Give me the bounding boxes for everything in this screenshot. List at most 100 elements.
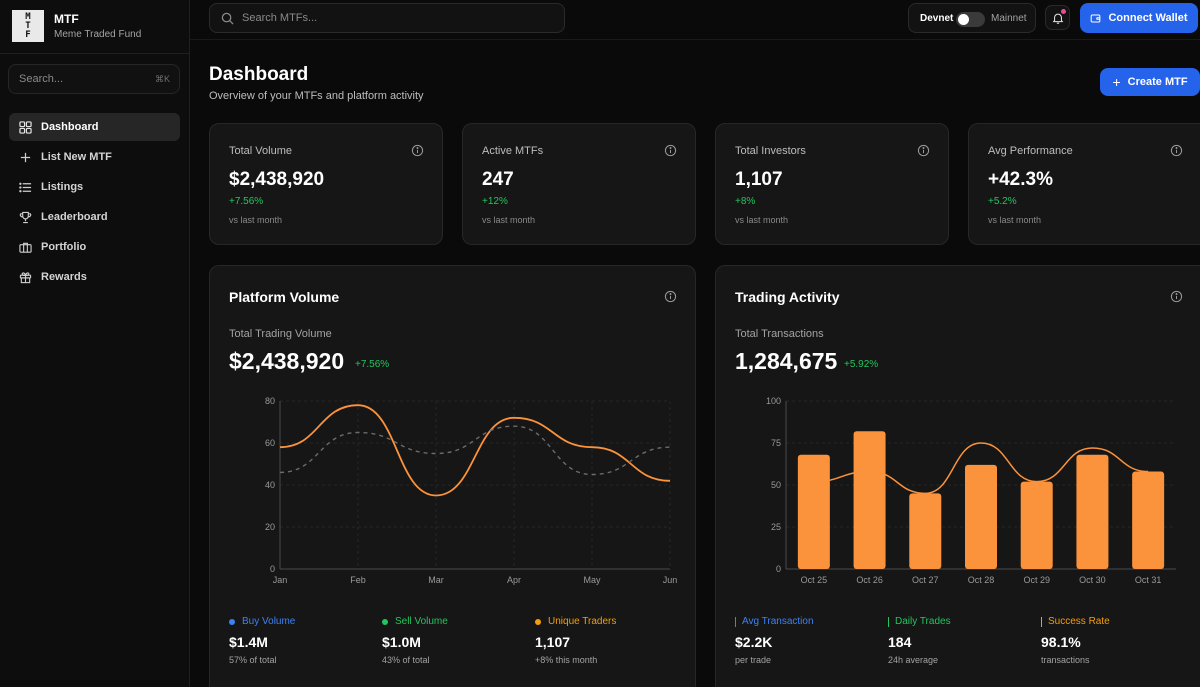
y-tick-label: 75 [771,438,781,448]
legend-note: transactions [1041,655,1090,665]
x-tick-label: Oct 31 [1135,575,1162,585]
bell-icon [1052,13,1064,24]
stat-label: Total Investors [735,145,806,157]
legend-value: 98.1% [1041,634,1081,650]
bar [965,464,997,569]
sidebar-item-leaderboard[interactable]: Leaderboard [9,203,180,231]
bar [853,431,886,569]
stat-label: Total Volume [229,145,292,157]
notifications-button[interactable] [1045,5,1070,30]
legend-marker [1041,616,1042,627]
legend-marker [735,616,736,627]
panel-big-change: +7.56% [355,359,390,370]
legend-sell-volume: Sell Volume $1.0M 43% of total [382,616,448,665]
sidebar-item-label: Rewards [41,271,87,283]
info-icon[interactable] [917,144,930,157]
sidebar-item-list-new-mtf[interactable]: List New MTF [9,143,180,171]
page-subtitle: Overview of your MTFs and platform activ… [209,90,424,102]
search-input[interactable]: Search MTFs... [209,3,565,33]
panel-big-value: 1,284,675 [735,348,838,374]
y-tick-label: 40 [265,480,275,490]
legend-dot [382,618,388,625]
stat-note: vs last month [735,215,789,225]
info-icon[interactable] [664,290,677,303]
legend-buy-volume: Buy Volume $1.4M 57% of total [229,616,295,665]
brand-logo: M T F [12,10,44,42]
sidebar-item-label: Dashboard [41,121,99,133]
brand-title: MTF [54,12,79,26]
y-tick-label: 20 [265,522,275,532]
brand-subtitle: Meme Traded Fund [54,29,142,40]
stat-value: 1,107 [735,169,783,190]
info-icon[interactable] [1170,144,1183,157]
sidebar-item-portfolio[interactable]: Portfolio [9,233,180,261]
stat-note: vs last month [482,215,536,225]
y-tick-label: 25 [771,522,781,532]
x-tick-label: Oct 25 [801,575,828,585]
y-tick-label: 80 [265,396,275,406]
series-line-volume [279,404,671,497]
x-tick-label: Oct 28 [968,575,995,585]
brand[interactable]: M T F MTF Meme Traded Fund [12,10,141,42]
search-placeholder: Search MTFs... [242,12,318,24]
plus-icon: + [1112,74,1121,90]
x-tick-label: Jan [273,575,288,585]
search-icon [221,12,234,25]
stat-card-total-investors: Total Investors 1,107 +8% vs last month [715,123,949,245]
legend-value: $2.2K [735,634,773,650]
series-line-trend [813,442,1149,495]
x-tick-label: Apr [507,575,521,585]
sidebar-divider [0,53,189,54]
network-switch[interactable]: Devnet Mainnet [908,3,1036,33]
stat-change: +5.2% [988,196,1017,207]
y-tick-label: 0 [776,564,781,574]
network-toggle[interactable] [956,12,985,27]
sidebar-item-listings[interactable]: Listings [9,173,180,201]
bar [1020,481,1053,569]
sidebar-nav: Dashboard List New MTF Listings Leaderbo… [9,113,180,293]
panel-sub-label: Total Trading Volume [229,328,332,340]
platform-volume-chart: 0 20 40 60 80 Jan Feb Mar Apr May Jun [265,396,677,585]
sidebar-item-dashboard[interactable]: Dashboard [9,113,180,141]
sidebar-item-label: Listings [41,181,84,193]
y-tick-label: 100 [766,396,781,406]
legend-note: +8% this month [535,655,598,665]
legend-avg-transaction: Avg Transaction $2.2K per trade [735,616,814,665]
sidebar: M T F MTF Meme Traded Fund Search... ⌘K … [0,0,190,687]
bar [1076,454,1109,569]
panel-title: Trading Activity [735,289,840,305]
legend-marker [888,616,889,627]
info-icon[interactable] [664,144,677,157]
toggle-knob [958,14,969,25]
stat-change: +8% [735,196,756,207]
legend-label: Avg Transaction [742,616,814,627]
connect-wallet-label: Connect Wallet [1108,12,1188,24]
legend-value: $1.0M [382,634,421,650]
y-tick-label: 60 [265,438,275,448]
x-tick-label: Oct 27 [912,575,939,585]
series-line-dashed [279,425,671,476]
network-mainnet-label: Mainnet [991,13,1027,24]
create-mtf-button[interactable]: + Create MTF [1100,68,1200,96]
legend-note: per trade [735,655,772,665]
panel-big-change: +5.92% [844,359,879,370]
legend-unique-traders: Unique Traders 1,107 +8% this month [535,616,616,665]
sidebar-item-rewards[interactable]: Rewards [9,263,180,291]
connect-wallet-button[interactable]: Connect Wallet [1080,3,1198,33]
gift-icon [18,270,32,284]
sidebar-item-label: List New MTF [41,151,112,163]
stat-value: $2,438,920 [229,169,325,190]
legend-note: 57% of total [229,655,277,665]
trading-activity-panel: Trading Activity Total Transactions 1,28… [715,265,1200,687]
briefcase-icon [18,240,32,254]
info-icon[interactable] [1170,290,1183,303]
page-title: Dashboard [209,64,309,85]
info-icon[interactable] [411,144,424,157]
notification-dot [1061,9,1066,14]
sidebar-search-input[interactable]: Search... ⌘K [8,64,180,94]
sidebar-item-label: Portfolio [41,241,87,253]
panel-title: Platform Volume [229,289,340,305]
legend-label: Buy Volume [242,616,296,627]
legend-note: 24h average [888,655,939,665]
